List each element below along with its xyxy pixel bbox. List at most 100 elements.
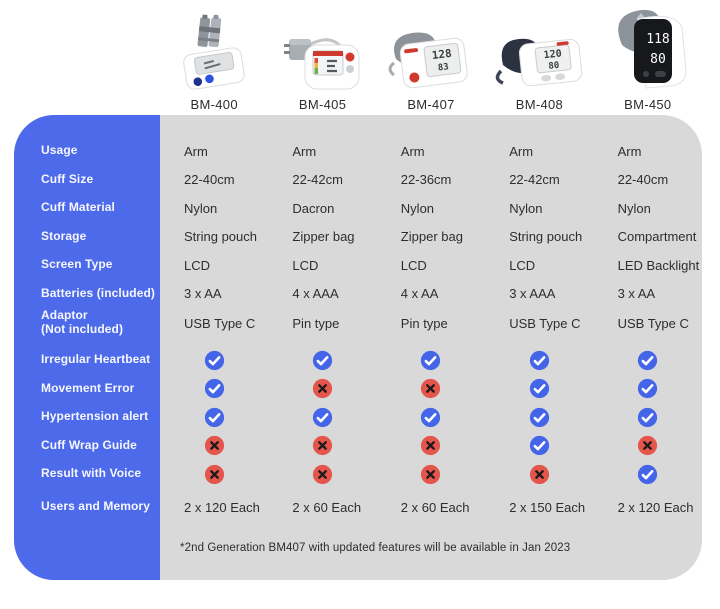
battery-pack bbox=[197, 14, 222, 48]
spec-table: Usage Arm Arm Arm Arm Arm Cuff Size 22-40cm 22-4… bbox=[14, 115, 702, 526]
feature-cell bbox=[160, 378, 268, 399]
spec-cell: Arm bbox=[509, 143, 534, 159]
feature-cell bbox=[268, 464, 376, 485]
svg-text:80: 80 bbox=[650, 52, 666, 67]
feature-cell bbox=[377, 407, 485, 428]
feature-cell bbox=[268, 350, 376, 371]
product-name: BM-450 bbox=[624, 97, 672, 112]
svg-text:118: 118 bbox=[646, 32, 669, 47]
table-row: Cuff Wrap Guide bbox=[14, 432, 702, 461]
feature-cell bbox=[594, 464, 702, 485]
feature-cell bbox=[377, 464, 485, 485]
feature-cell bbox=[377, 350, 485, 371]
spec-cell: 2 x 120 Each bbox=[617, 499, 694, 515]
spec-cell: LCD bbox=[509, 257, 536, 273]
product-name: BM-408 bbox=[515, 97, 564, 112]
cross-icon bbox=[637, 435, 658, 456]
feature-cell bbox=[594, 407, 702, 428]
check-icon bbox=[637, 464, 658, 485]
spec-cell: Pin type bbox=[292, 315, 340, 331]
check-icon bbox=[529, 350, 550, 371]
spec-cell: USB Type C bbox=[509, 315, 581, 331]
table-row: Batteries (included) 3 x AA 4 x AAA 4 x AA 3… bbox=[14, 280, 702, 309]
product-image-bm407-icon: 128 83 bbox=[384, 25, 478, 93]
spec-cell: Zipper bag bbox=[292, 229, 355, 245]
spec-cell: 2 x 60 Each bbox=[400, 499, 470, 515]
table-row: Movement Error bbox=[14, 375, 702, 404]
spec-cell: USB Type C bbox=[184, 315, 256, 331]
spec-cell: 22-40cm bbox=[184, 172, 235, 188]
feature-cell bbox=[485, 464, 593, 485]
feature-cell bbox=[160, 350, 268, 371]
check-icon bbox=[529, 378, 550, 399]
spec-cell: 2 x 60 Each bbox=[292, 499, 362, 515]
product-column-bm450: 118 80 BM-450 bbox=[594, 4, 702, 112]
feature-cell bbox=[268, 435, 376, 456]
footnote: *2nd Generation BM407 with updated featu… bbox=[180, 542, 571, 554]
cross-icon bbox=[204, 464, 225, 485]
spec-cell: 3 x AAA bbox=[509, 286, 556, 302]
spec-cell: 22-40cm bbox=[617, 172, 669, 188]
table-row: Result with Voice bbox=[14, 460, 702, 489]
check-icon bbox=[204, 378, 225, 399]
feature-cell bbox=[594, 350, 702, 371]
table-row: Cuff Size 22-40cm 22-42cm 22-36cm 22-42cm 22-… bbox=[14, 166, 702, 195]
cross-icon bbox=[420, 464, 441, 485]
table-row: Storage String pouch Zipper bag Zipper bag S… bbox=[14, 223, 702, 252]
row-label: Screen Type bbox=[41, 257, 113, 272]
product-name: BM-405 bbox=[298, 97, 347, 112]
feature-cell bbox=[160, 464, 268, 485]
row-label: Movement Error bbox=[41, 380, 135, 395]
product-name: BM-407 bbox=[407, 97, 455, 112]
svg-text:80: 80 bbox=[548, 61, 560, 72]
row-label: Cuff Material bbox=[41, 200, 115, 215]
spec-cell: LED Backlight bbox=[617, 257, 700, 273]
table-row: Hypertension alert bbox=[14, 403, 702, 432]
product-column-bm400: BM-400 bbox=[160, 4, 268, 112]
check-icon bbox=[420, 407, 441, 428]
row-label: Hypertension alert bbox=[41, 409, 149, 424]
feature-cell bbox=[268, 378, 376, 399]
spec-cell: USB Type C bbox=[617, 315, 689, 331]
table-row: Screen Type LCD LCD LCD LCD LED Backlight bbox=[14, 251, 702, 280]
check-icon bbox=[204, 350, 225, 371]
table-row: Adaptor (Not included) USB Type C Pin type P… bbox=[14, 308, 702, 338]
spec-cell: String pouch bbox=[509, 229, 583, 245]
row-label: Irregular Heartbeat bbox=[41, 352, 151, 367]
feature-cell bbox=[160, 407, 268, 428]
table-row: Irregular Heartbeat bbox=[14, 346, 702, 375]
product-name: BM-400 bbox=[190, 97, 238, 112]
spec-cell: Arm bbox=[292, 143, 317, 159]
spec-cell: Compartment bbox=[617, 229, 697, 245]
cross-icon bbox=[529, 464, 550, 485]
check-icon bbox=[637, 407, 658, 428]
check-icon bbox=[529, 435, 550, 456]
table-row: Users and Memory 2 x 120 Each 2 x 60 Each 2… bbox=[14, 489, 702, 526]
row-label: Users and Memory bbox=[41, 499, 150, 514]
feature-cell bbox=[377, 435, 485, 456]
spec-cell: Nylon bbox=[400, 200, 435, 216]
spec-cell: 4 x AA bbox=[400, 286, 439, 302]
spec-cell: Pin type bbox=[400, 315, 448, 331]
spec-cell: LCD bbox=[292, 257, 319, 273]
product-column-bm408: 120 80 BM-408 bbox=[485, 4, 593, 112]
spec-cell: Arm bbox=[617, 143, 642, 159]
spec-cell: 22-42cm bbox=[292, 172, 343, 188]
spec-cell: LCD bbox=[400, 257, 427, 273]
check-icon bbox=[529, 407, 550, 428]
table-row: Usage Arm Arm Arm Arm Arm bbox=[14, 137, 702, 166]
spec-cell: LCD bbox=[184, 257, 211, 273]
product-image-bm450-icon: 118 80 bbox=[606, 3, 690, 93]
feature-cell bbox=[160, 435, 268, 456]
product-column-bm407: 128 83 BM-407 bbox=[377, 4, 485, 112]
row-label: Adaptor (Not included) bbox=[41, 308, 124, 336]
feature-cell bbox=[485, 435, 593, 456]
row-label: Usage bbox=[41, 143, 78, 158]
comparison-panel: Usage Arm Arm Arm Arm Arm Cuff Size 22-40cm 22-4… bbox=[14, 115, 702, 580]
feature-cell bbox=[485, 378, 593, 399]
spec-cell: 2 x 120 Each bbox=[184, 499, 260, 515]
spec-cell: 3 x AA bbox=[184, 286, 222, 302]
row-label-sidebar bbox=[14, 115, 160, 580]
cross-icon bbox=[420, 378, 441, 399]
product-column-bm405: BM-405 bbox=[268, 4, 376, 112]
